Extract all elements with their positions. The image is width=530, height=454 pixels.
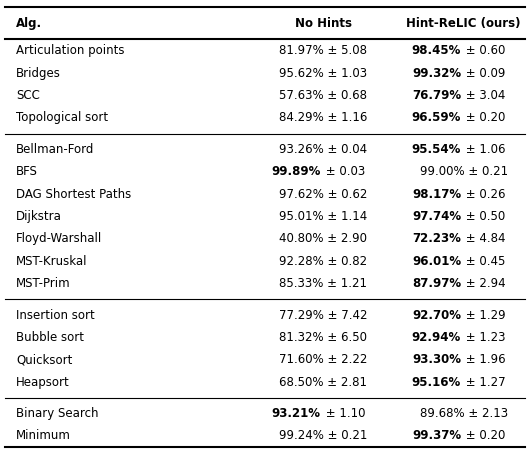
Text: 92.70%: 92.70%	[412, 309, 461, 321]
Text: 95.54%: 95.54%	[412, 143, 461, 156]
Text: ± 1.29: ± 1.29	[462, 309, 506, 321]
Text: Dijkstra: Dijkstra	[16, 210, 62, 223]
Text: 97.62% ± 0.62: 97.62% ± 0.62	[279, 188, 367, 201]
Text: 99.37%: 99.37%	[412, 429, 461, 443]
Text: 71.60% ± 2.22: 71.60% ± 2.22	[279, 353, 367, 366]
Text: SCC: SCC	[16, 89, 40, 102]
Text: ± 1.27: ± 1.27	[462, 376, 506, 389]
Text: 40.80% ± 2.90: 40.80% ± 2.90	[279, 232, 367, 245]
Text: 93.21%: 93.21%	[272, 407, 321, 420]
Text: 76.79%: 76.79%	[412, 89, 461, 102]
Text: ± 0.60: ± 0.60	[462, 44, 506, 57]
Text: ± 1.96: ± 1.96	[462, 353, 506, 366]
Text: ± 1.10: ± 1.10	[322, 407, 365, 420]
Text: 96.01%: 96.01%	[412, 255, 461, 268]
Text: 93.30%: 93.30%	[412, 353, 461, 366]
Text: ± 0.50: ± 0.50	[462, 210, 506, 223]
Text: Bellman-Ford: Bellman-Ford	[16, 143, 94, 156]
Text: Floyd-Warshall: Floyd-Warshall	[16, 232, 102, 245]
Text: Binary Search: Binary Search	[16, 407, 99, 420]
Text: Articulation points: Articulation points	[16, 44, 125, 57]
Text: 77.29% ± 7.42: 77.29% ± 7.42	[279, 309, 367, 321]
Text: Bubble sort: Bubble sort	[16, 331, 84, 344]
Text: 72.23%: 72.23%	[412, 232, 461, 245]
Text: 99.32%: 99.32%	[412, 67, 461, 79]
Text: Insertion sort: Insertion sort	[16, 309, 95, 321]
Text: 95.16%: 95.16%	[412, 376, 461, 389]
Text: 99.00% ± 0.21: 99.00% ± 0.21	[420, 165, 508, 178]
Text: 95.62% ± 1.03: 95.62% ± 1.03	[279, 67, 367, 79]
Text: ± 0.20: ± 0.20	[462, 111, 506, 124]
Text: ± 1.06: ± 1.06	[462, 143, 506, 156]
Text: 95.01% ± 1.14: 95.01% ± 1.14	[279, 210, 367, 223]
Text: BFS: BFS	[16, 165, 38, 178]
Text: ± 4.84: ± 4.84	[462, 232, 506, 245]
Text: 98.17%: 98.17%	[412, 188, 461, 201]
Text: ± 0.20: ± 0.20	[462, 429, 506, 443]
Text: ± 0.45: ± 0.45	[462, 255, 506, 268]
Text: 93.26% ± 0.04: 93.26% ± 0.04	[279, 143, 367, 156]
Text: 84.29% ± 1.16: 84.29% ± 1.16	[279, 111, 367, 124]
Text: ± 3.04: ± 3.04	[462, 89, 506, 102]
Text: ± 0.09: ± 0.09	[462, 67, 506, 79]
Text: ± 0.26: ± 0.26	[462, 188, 506, 201]
Text: DAG Shortest Paths: DAG Shortest Paths	[16, 188, 131, 201]
Text: 89.68% ± 2.13: 89.68% ± 2.13	[420, 407, 508, 420]
Text: ± 0.03: ± 0.03	[322, 165, 365, 178]
Text: 68.50% ± 2.81: 68.50% ± 2.81	[279, 376, 367, 389]
Text: No Hints: No Hints	[295, 17, 352, 30]
Text: ± 2.94: ± 2.94	[462, 277, 506, 290]
Text: 97.74%: 97.74%	[412, 210, 461, 223]
Text: Quicksort: Quicksort	[16, 353, 72, 366]
Text: 87.97%: 87.97%	[412, 277, 461, 290]
Text: 57.63% ± 0.68: 57.63% ± 0.68	[279, 89, 367, 102]
Text: Bridges: Bridges	[16, 67, 61, 79]
Text: 96.59%: 96.59%	[412, 111, 461, 124]
Text: Topological sort: Topological sort	[16, 111, 108, 124]
Text: 92.28% ± 0.82: 92.28% ± 0.82	[279, 255, 367, 268]
Text: ± 1.23: ± 1.23	[462, 331, 506, 344]
Text: Minimum: Minimum	[16, 429, 71, 443]
Text: 85.33% ± 1.21: 85.33% ± 1.21	[279, 277, 367, 290]
Text: 81.32% ± 6.50: 81.32% ± 6.50	[279, 331, 367, 344]
Text: 98.45%: 98.45%	[412, 44, 461, 57]
Text: MST-Prim: MST-Prim	[16, 277, 70, 290]
Text: 99.24% ± 0.21: 99.24% ± 0.21	[279, 429, 367, 443]
Text: Alg.: Alg.	[16, 17, 42, 30]
Text: 81.97% ± 5.08: 81.97% ± 5.08	[279, 44, 367, 57]
Text: MST-Kruskal: MST-Kruskal	[16, 255, 87, 268]
Text: Heapsort: Heapsort	[16, 376, 69, 389]
Text: Hint-ReLIC (ours): Hint-ReLIC (ours)	[407, 17, 521, 30]
Text: 99.89%: 99.89%	[271, 165, 321, 178]
Text: 92.94%: 92.94%	[412, 331, 461, 344]
